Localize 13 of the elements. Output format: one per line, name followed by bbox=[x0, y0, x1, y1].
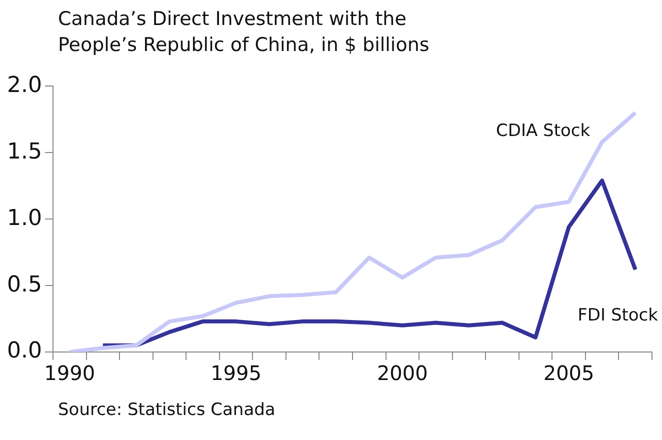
y-tick-label: 2.0 bbox=[6, 72, 42, 98]
series-label: FDI Stock bbox=[578, 306, 658, 326]
y-tick-label: 1.5 bbox=[6, 139, 42, 164]
x-tick-label: 1995 bbox=[210, 361, 262, 386]
series-label: CDIA Stock bbox=[496, 120, 590, 141]
x-tick-label: 2000 bbox=[376, 361, 428, 386]
y-tick-label: 0.0 bbox=[6, 338, 42, 364]
x-tick-label: 1990 bbox=[44, 361, 96, 386]
y-tick-label: 0.5 bbox=[6, 272, 42, 298]
y-tick-label: 1.0 bbox=[6, 206, 42, 231]
x-tick-label: 2005 bbox=[543, 361, 594, 386]
source-note: Source: Statistics Canada bbox=[58, 400, 276, 420]
chart-title: Canada’s Direct Investment with the People’s Republic of China, in $ billions bbox=[58, 7, 430, 58]
